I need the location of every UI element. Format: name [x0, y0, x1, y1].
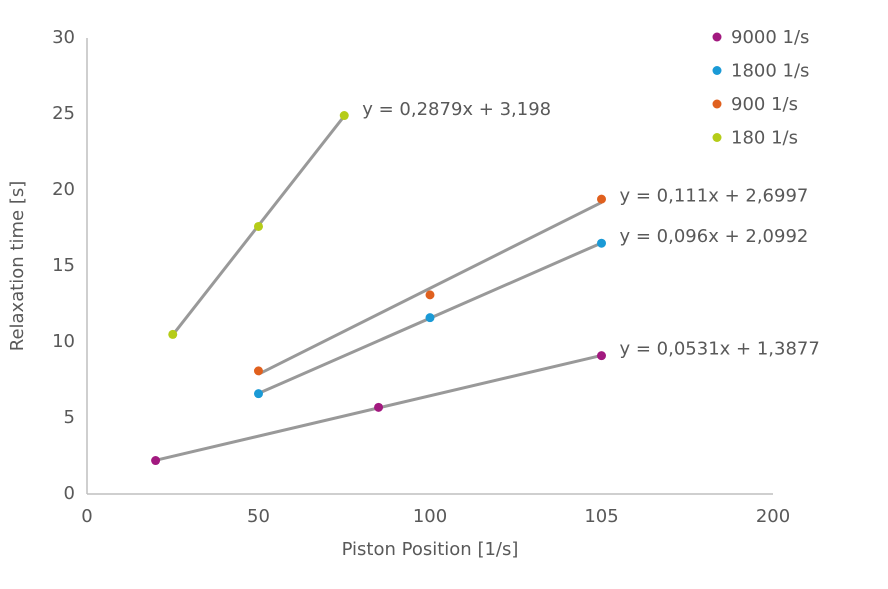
point	[597, 351, 606, 361]
trendline-label: y = 0,096x + 2,0992	[620, 226, 809, 247]
point	[151, 456, 161, 466]
legend-label: 180 1/s	[731, 128, 798, 149]
legend-label: 9000 1/s	[731, 27, 809, 48]
legend-marker	[712, 32, 722, 42]
point	[597, 194, 606, 204]
x-tick-label: 0	[81, 506, 92, 527]
legend-label: 900 1/s	[731, 94, 798, 115]
y-tick-label: 30	[52, 27, 75, 48]
point	[339, 111, 349, 121]
y-tick-label: 0	[64, 483, 75, 504]
point	[425, 313, 435, 323]
x-tick-label: 200	[756, 506, 790, 527]
y-axis-label: Relaxation time [s]	[7, 181, 28, 352]
point	[374, 402, 384, 412]
x-axis-label: Piston Position [1/s]	[342, 539, 519, 560]
point	[425, 290, 435, 300]
trendline-label: y = 0,0531x + 1,3877	[620, 338, 820, 359]
trendline-label: y = 0,2879x + 3,198	[362, 99, 551, 120]
x-tick-label: 100	[413, 506, 447, 527]
x-tick-label: 105	[584, 506, 618, 527]
y-tick-label: 5	[64, 407, 75, 428]
legend-marker	[712, 66, 722, 75]
point	[254, 366, 263, 376]
x-tick-label: 50	[247, 506, 270, 527]
legend-label: 1800 1/s	[731, 61, 809, 82]
point	[254, 221, 263, 231]
y-tick-label: 25	[52, 103, 75, 124]
y-tick-label: 15	[52, 255, 75, 276]
point	[168, 329, 178, 339]
point	[597, 238, 606, 248]
legend-marker	[712, 133, 722, 142]
point	[254, 389, 263, 399]
y-tick-label: 10	[52, 331, 75, 352]
trendline	[257, 201, 603, 376]
legend-marker	[712, 99, 722, 109]
trendline-label: y = 0,111x + 2,6997	[620, 185, 809, 206]
y-tick-label: 20	[52, 179, 75, 200]
